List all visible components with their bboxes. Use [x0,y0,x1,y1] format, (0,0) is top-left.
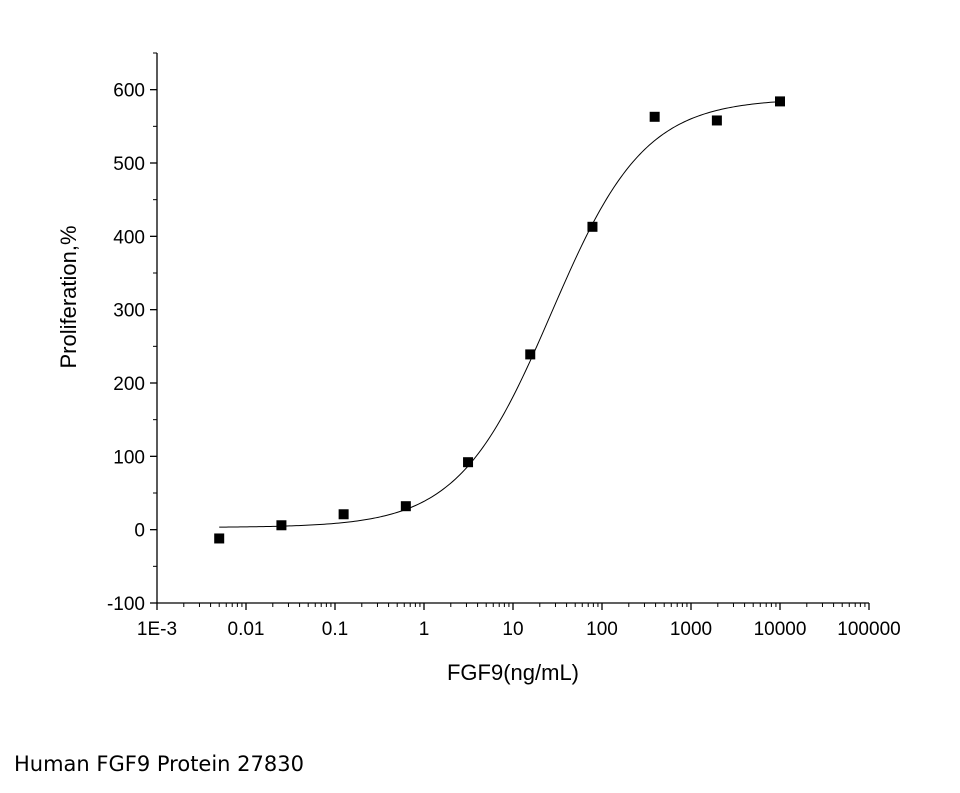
x-axis-title: FGF9(ng/mL) [447,660,579,685]
data-point [400,501,411,512]
data-point [276,520,287,531]
tick-labels: -100 0 100 200 300 400 500 600 1E-3 0.01 0.1 1 10 100… [107,81,901,640]
x-tick-label: 1000 [670,619,712,640]
figure-caption: Human FGF9 Protein 27830 [14,752,304,776]
y-axis-title: Proliferation,% [56,225,81,368]
data-point [649,111,660,122]
chart: -100 0 100 200 300 400 500 600 1E-3 0.01 0.1 1 10 100… [56,52,901,685]
ticks [150,52,870,610]
x-tick-label: 100 [586,619,618,640]
data-point [463,457,474,468]
data-points [214,96,785,544]
x-tick-label: 100000 [837,619,900,640]
x-tick-label: 0.1 [322,619,348,640]
x-tick-label: 1 [419,619,430,640]
x-tick-label: 10000 [754,619,807,640]
y-tick-label: 100 [113,447,145,468]
y-tick-label: 500 [113,154,145,175]
data-point [587,221,598,232]
y-tick-label: -100 [107,594,145,615]
y-tick-label: 600 [113,81,145,102]
axes [156,53,869,604]
x-tick-label: 1E-3 [137,619,177,640]
y-tick-label: 300 [113,301,145,322]
y-tick-label: 400 [113,227,145,248]
data-point [711,115,722,126]
y-tick-label: 0 [134,521,145,542]
data-point [525,349,536,360]
data-point [775,96,785,107]
x-tick-label: 0.01 [228,619,265,640]
data-point [338,509,349,520]
data-point [214,533,225,544]
fit-curve [219,101,781,528]
x-tick-label: 10 [502,619,523,640]
y-tick-label: 200 [113,374,145,395]
